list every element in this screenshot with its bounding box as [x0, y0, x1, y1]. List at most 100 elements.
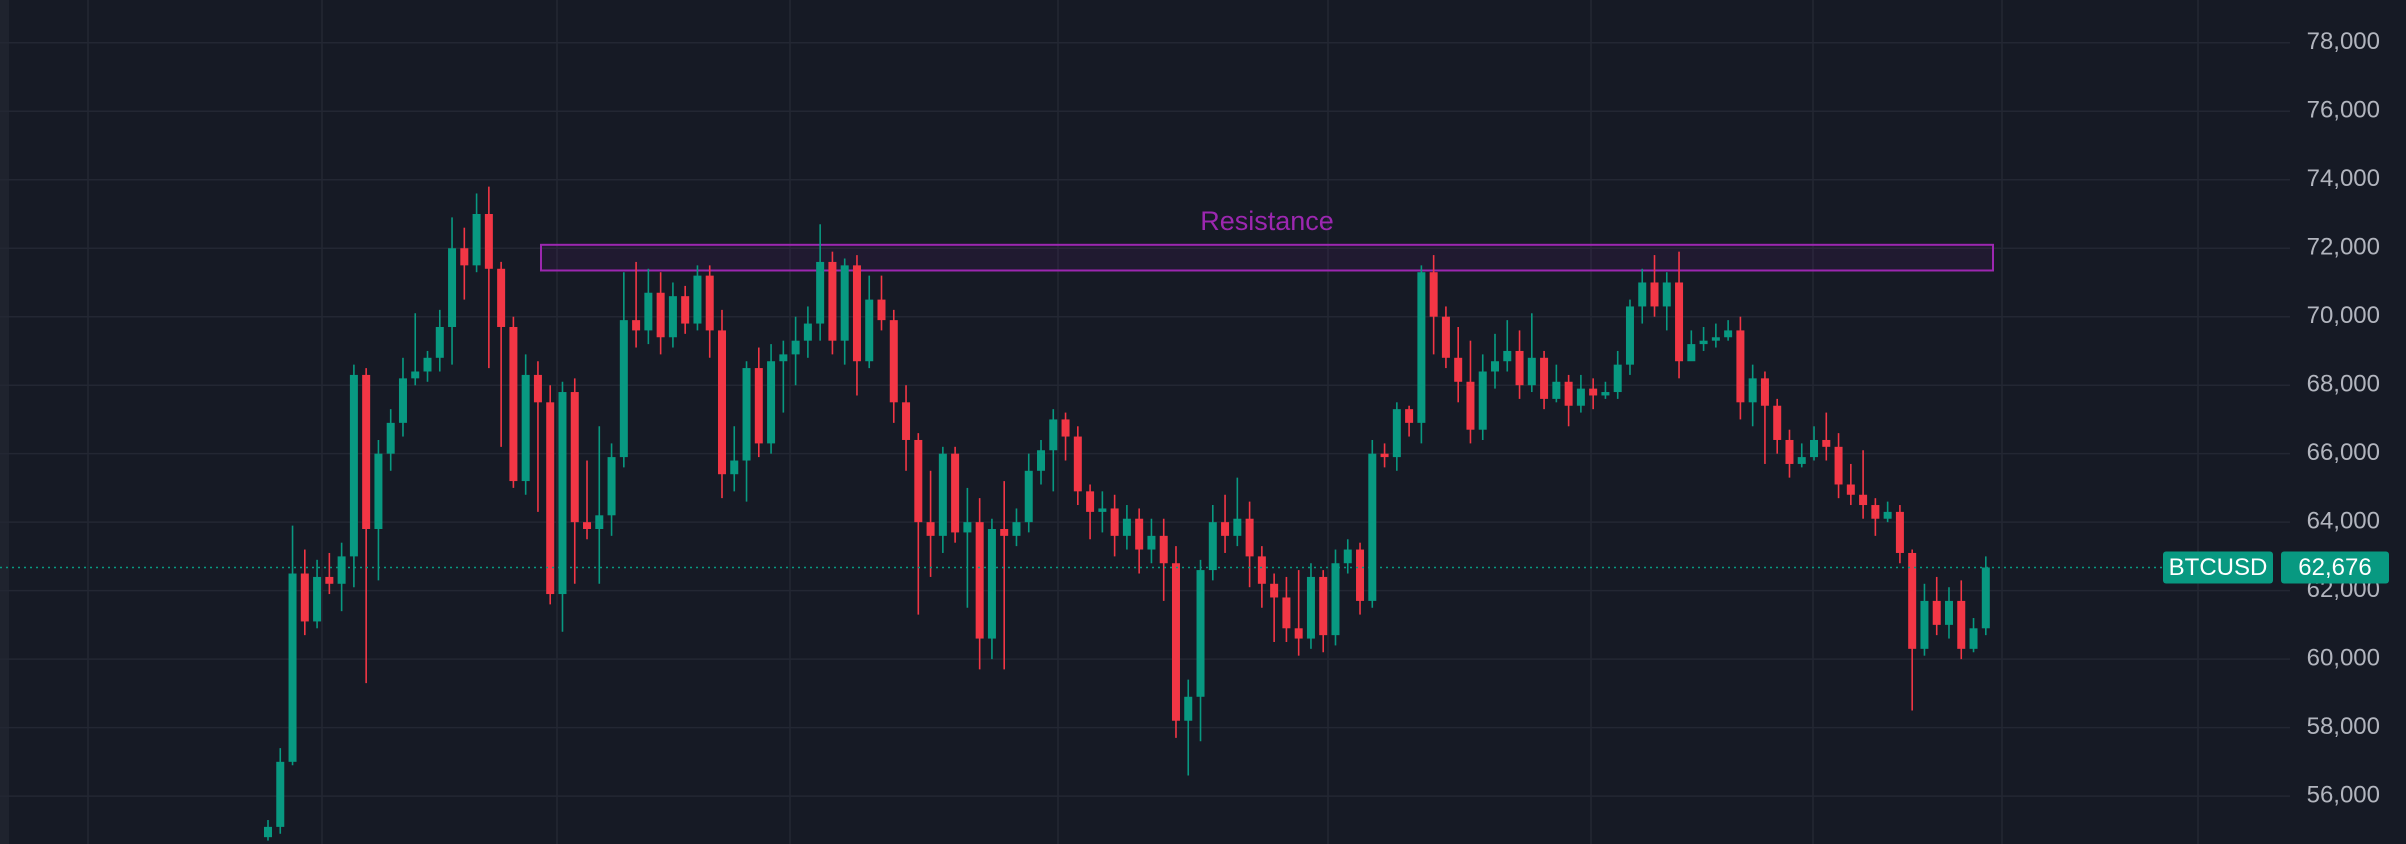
- candle-body: [1920, 600, 1929, 649]
- candle-body: [1834, 446, 1843, 485]
- candle-body: [1724, 330, 1733, 338]
- candle-body: [1159, 535, 1168, 564]
- candle-body: [779, 354, 788, 362]
- candle-body: [423, 357, 432, 372]
- candle-body: [1171, 563, 1180, 721]
- candle-body: [938, 453, 947, 536]
- candle-body: [619, 320, 628, 458]
- y-tick-label: 64,000: [2307, 507, 2380, 534]
- candle-body: [1797, 457, 1806, 464]
- candle-body: [1564, 381, 1573, 406]
- candle-body: [1601, 392, 1610, 396]
- candle-body: [1748, 378, 1757, 403]
- candle-body: [717, 330, 726, 475]
- candle-body: [1908, 552, 1917, 649]
- candle-body: [656, 292, 665, 338]
- candle-body: [460, 248, 469, 266]
- candle-body: [1380, 453, 1389, 458]
- candle-body: [411, 371, 420, 379]
- candle-body: [1981, 567, 1990, 629]
- y-tick-label: 58,000: [2307, 713, 2380, 740]
- candle-body: [767, 361, 776, 444]
- candle-body: [1135, 518, 1144, 550]
- last-price: BTCUSD 62,676: [0, 551, 2389, 584]
- candle-body: [1871, 505, 1880, 519]
- resistance-box: [540, 243, 1994, 272]
- candle-body: [313, 576, 322, 622]
- candle-body: [570, 392, 579, 523]
- candle-body: [1343, 549, 1352, 564]
- y-tick-label: 70,000: [2307, 302, 2380, 329]
- candle-body: [1061, 419, 1070, 437]
- candle-body: [987, 528, 996, 639]
- candle-body: [791, 340, 800, 355]
- candle-body: [926, 522, 935, 536]
- resistance-zone: Resistance: [540, 206, 1994, 272]
- candle-body: [1294, 628, 1303, 639]
- candle-body: [681, 296, 690, 324]
- candle-body: [1110, 508, 1119, 536]
- candle-body: [1638, 282, 1647, 307]
- candle-body: [1785, 439, 1794, 464]
- candle-body: [533, 374, 542, 403]
- candle-body: [607, 457, 616, 516]
- candle-body: [1024, 470, 1033, 523]
- candle-body: [583, 522, 592, 529]
- candle-body: [1625, 306, 1634, 365]
- candle-body: [914, 439, 923, 523]
- candle-body: [435, 326, 444, 358]
- candle-body: [1208, 522, 1217, 571]
- candle-body: [448, 248, 457, 327]
- candle-body: [1675, 282, 1684, 362]
- candle-body: [472, 213, 481, 266]
- candle-body: [1540, 357, 1549, 399]
- candle-body: [1098, 508, 1107, 512]
- candle-body: [1245, 518, 1254, 557]
- candle-body: [828, 261, 837, 341]
- candle-body: [398, 378, 407, 423]
- candle-body: [1515, 350, 1524, 386]
- candle-body: [1049, 419, 1058, 451]
- price-badge: [2281, 551, 2389, 584]
- candle-body: [730, 460, 739, 475]
- candle-body: [1037, 450, 1046, 471]
- symbol-badge: [2163, 551, 2273, 584]
- candle-body: [803, 323, 812, 341]
- candle-body: [1969, 628, 1978, 649]
- candle-body: [1932, 600, 1941, 625]
- candle-body: [1454, 357, 1463, 382]
- y-tick-label: 66,000: [2307, 439, 2380, 466]
- candle-body: [1306, 576, 1315, 639]
- candle-body: [840, 265, 849, 341]
- candle-body: [1221, 522, 1230, 536]
- candle-body: [1662, 282, 1671, 307]
- candle-body: [1576, 388, 1585, 406]
- candle-body: [276, 761, 285, 827]
- candle-body: [951, 453, 960, 533]
- candle-body: [1147, 535, 1156, 550]
- candle-body: [1699, 340, 1708, 345]
- candle-body: [742, 368, 751, 461]
- candle-body: [975, 522, 984, 639]
- candle-body: [386, 422, 395, 454]
- candle-body: [1368, 453, 1377, 601]
- candle-body: [1073, 436, 1082, 492]
- candle-body: [1859, 494, 1868, 506]
- candle-body: [1773, 405, 1782, 440]
- candle-body: [1466, 381, 1475, 430]
- candle-body: [754, 368, 763, 444]
- candle-body: [705, 275, 714, 331]
- candle-body: [1122, 518, 1131, 536]
- candle-body: [1957, 600, 1966, 649]
- candle-body: [349, 374, 358, 557]
- price-label: 62,676: [2298, 554, 2371, 581]
- candle-body: [1552, 381, 1561, 399]
- candle-body: [1491, 361, 1499, 372]
- candle-body: [1196, 570, 1205, 697]
- candle-body: [1441, 316, 1450, 358]
- candle-body: [668, 296, 677, 338]
- candle-body: [1282, 597, 1291, 629]
- candle-body: [1417, 272, 1426, 423]
